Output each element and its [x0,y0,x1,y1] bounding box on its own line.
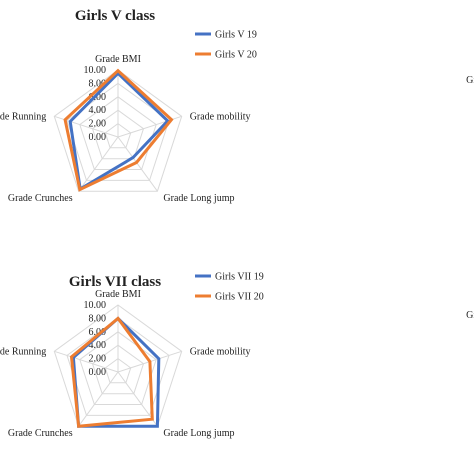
grid-ring [79,96,157,170]
series-line-2 [69,316,154,428]
axis-label: Grade Running [0,346,46,357]
axis-label: Grade Long jump [163,193,234,204]
axis-label: Grade Crunches [8,428,73,439]
legend-label: Girls V 20 [215,50,257,61]
axis-label: Grade BMI [95,54,141,65]
tick-label: 4.00 [89,340,107,351]
chart-title: Girls V class [75,8,155,24]
tick-label: 8.00 [89,78,107,89]
series-line-2 [63,68,174,192]
axis-label: Grade Crunches [466,310,474,321]
grid-ring [91,344,145,395]
grid-ring [104,122,132,149]
axis-label: Grade BMI [95,289,141,300]
legend-label: Girls VII 19 [215,272,264,283]
axis-label: Grade Running [0,111,46,122]
tick-label: 2.00 [89,119,107,130]
tick-label: 6.00 [89,92,107,103]
radar-chart-girls-vii: Girls VII class 0.00 2.00 4.00 6.00 8.00 10.0… [0,272,264,440]
radar-chart-girls-v: Girls V class 0.002.004.006.008.0010.00G… [0,8,257,204]
axis-spoke [78,136,119,192]
radar-chart-partial-top: Grade RunningGrade Crunches [466,75,474,86]
grid-ring [66,317,170,416]
tick-label: 6.00 [89,327,107,338]
radar-chart-partial-bottom: Grade RunningGrade Crunches [466,310,474,321]
axis-spoke [54,350,119,373]
grid-ring [79,331,157,405]
chart-title: Girls VII class [69,274,161,290]
axis-spoke [117,136,158,192]
axis-label: Grade Crunches [466,75,474,86]
axis-label: Grade mobility [190,346,251,357]
axis-label: Grade Crunches [8,193,73,204]
legend-label: Girls V 19 [215,30,257,41]
grid-ring [104,357,132,384]
radar-grid [53,304,183,427]
legend-label: Girls VII 20 [215,292,264,303]
tick-label: 10.00 [84,300,107,311]
axis-label: Grade Long jump [163,428,234,439]
tick-label: 10.00 [84,65,107,76]
grid-ring [91,109,145,160]
axis-spoke [78,371,119,427]
tick-label: 2.00 [89,354,107,365]
tick-label: 4.00 [89,105,107,116]
tick-label: 0.00 [89,367,107,378]
tick-label: 0.00 [89,132,107,143]
series-line-1 [68,71,170,192]
tick-label: 8.00 [89,313,107,324]
axis-label: Grade mobility [190,111,251,122]
grid-ring [53,69,183,192]
